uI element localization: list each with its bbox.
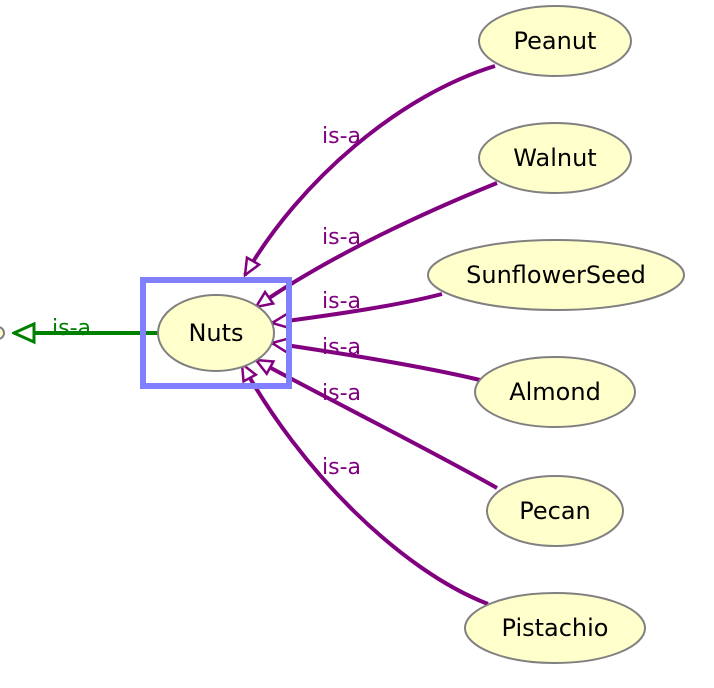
child-edge-pecan[interactable]: is-a bbox=[256, 358, 498, 490]
parent-edge-label: is-a bbox=[52, 316, 91, 341]
edge-label-pecan: is-a bbox=[322, 381, 361, 406]
node-sunflowerseed[interactable]: SunflowerSeed bbox=[427, 239, 685, 311]
child-edge-pistachio[interactable]: is-a bbox=[240, 364, 489, 606]
node-label-peanut: Peanut bbox=[514, 27, 597, 55]
child-edge-almond[interactable]: is-a bbox=[272, 335, 481, 382]
parent-node-stub[interactable] bbox=[0, 326, 5, 340]
edge-label-pistachio: is-a bbox=[322, 455, 361, 480]
node-label-walnut: Walnut bbox=[513, 144, 596, 172]
edge-label-walnut: is-a bbox=[322, 225, 361, 250]
node-pecan[interactable]: Pecan bbox=[486, 475, 624, 547]
node-pistachio[interactable]: Pistachio bbox=[464, 592, 646, 664]
node-peanut[interactable]: Peanut bbox=[478, 5, 632, 77]
selection-box bbox=[140, 277, 292, 389]
edge-label-peanut: is-a bbox=[322, 124, 361, 149]
node-label-pecan: Pecan bbox=[519, 497, 591, 525]
edge-label-sunflowerseed: is-a bbox=[322, 289, 361, 314]
edge-label-almond: is-a bbox=[322, 335, 361, 360]
node-label-almond: Almond bbox=[509, 378, 601, 406]
child-edge-walnut[interactable]: is-a bbox=[256, 181, 498, 307]
center-node-label: Nuts bbox=[188, 319, 243, 347]
node-walnut[interactable]: Walnut bbox=[478, 122, 632, 194]
child-edge-peanut[interactable]: is-a bbox=[243, 64, 496, 275]
child-edge-sunflowerseed[interactable]: is-a bbox=[272, 289, 443, 323]
parent-edge[interactable]: is-a bbox=[14, 316, 158, 341]
node-label-pistachio: Pistachio bbox=[502, 614, 609, 642]
center-node-nuts[interactable]: Nuts bbox=[157, 294, 275, 372]
node-label-sunflowerseed: SunflowerSeed bbox=[466, 261, 646, 289]
node-almond[interactable]: Almond bbox=[474, 356, 636, 428]
